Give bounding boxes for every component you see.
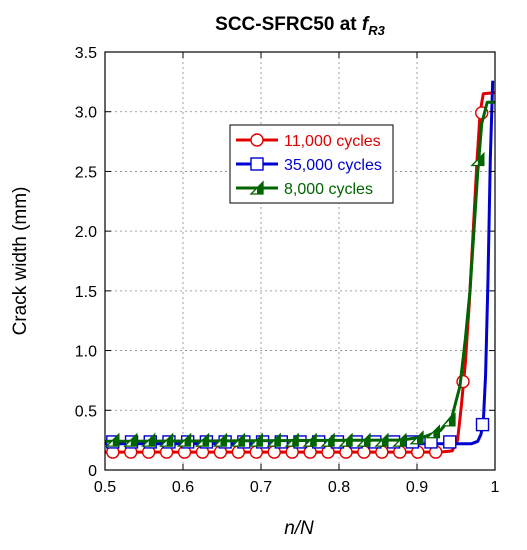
series-marker bbox=[123, 432, 138, 447]
series-marker-fill bbox=[381, 434, 388, 447]
series-marker-fill bbox=[448, 413, 455, 426]
series-marker-fill bbox=[184, 434, 191, 447]
series-marker bbox=[392, 432, 407, 447]
y-tick-label: 2.0 bbox=[75, 224, 97, 241]
x-tick-label: 0.8 bbox=[328, 479, 350, 496]
series-marker-fill bbox=[202, 434, 209, 447]
y-tick-label: 3.0 bbox=[75, 105, 97, 122]
series-marker bbox=[470, 151, 485, 167]
y-tick-label: 0.5 bbox=[75, 403, 97, 420]
series-marker-fill bbox=[220, 434, 227, 447]
x-tick-label: 0.6 bbox=[172, 479, 194, 496]
x-tick-label: 0.9 bbox=[406, 479, 428, 496]
series-marker bbox=[212, 432, 228, 447]
series-marker-fill bbox=[346, 434, 353, 447]
series-marker bbox=[320, 432, 335, 447]
legend-entry: 11,000 cycles bbox=[236, 133, 381, 150]
y-tick-label: 3.5 bbox=[75, 45, 97, 62]
series-marker-fill bbox=[256, 434, 263, 447]
legend-marker bbox=[250, 157, 264, 171]
series-marker bbox=[159, 432, 174, 447]
series-marker-fill bbox=[148, 434, 155, 447]
x-tick-label: 0.5 bbox=[94, 479, 116, 496]
series-marker-fill bbox=[238, 434, 245, 447]
series-marker bbox=[248, 432, 263, 447]
legend-marker bbox=[250, 133, 264, 147]
y-axis-label: Crack width (mm) bbox=[10, 187, 31, 336]
series-marker bbox=[284, 432, 299, 447]
series-marker-fill bbox=[363, 434, 370, 447]
series-marker bbox=[302, 432, 317, 447]
series-marker-fill bbox=[166, 434, 173, 447]
x-tick-label: 1 bbox=[491, 479, 500, 496]
series-marker-fill bbox=[328, 434, 335, 447]
series-marker-fill bbox=[130, 434, 137, 447]
legend-label: 11,000 cycles bbox=[284, 133, 381, 150]
series-marker-fill bbox=[399, 434, 406, 447]
series-marker bbox=[105, 432, 120, 447]
series-marker bbox=[374, 432, 389, 447]
legend-label: 8,000 cycles bbox=[284, 181, 373, 198]
series-marker bbox=[141, 432, 156, 447]
series-marker bbox=[230, 432, 246, 447]
chart-title: SCC-SFRC50 at fR3 bbox=[215, 14, 385, 38]
legend-entry: 35,000 cycles bbox=[236, 157, 382, 174]
series-marker-fill bbox=[433, 425, 440, 438]
series-marker bbox=[266, 432, 281, 447]
series-marker bbox=[194, 432, 210, 447]
series-marker bbox=[425, 424, 441, 439]
y-tick-label: 1.0 bbox=[75, 344, 97, 361]
series-marker-fill bbox=[477, 153, 484, 166]
series-3 bbox=[104, 100, 495, 447]
legend-entry: 8,000 cycles bbox=[236, 180, 373, 198]
y-tick-label: 1.5 bbox=[75, 284, 97, 301]
series-marker-fill bbox=[112, 434, 119, 447]
series-marker bbox=[338, 432, 353, 447]
series-marker bbox=[475, 417, 490, 432]
series-marker-fill bbox=[417, 431, 423, 444]
grid bbox=[105, 52, 495, 470]
series-marker bbox=[443, 435, 457, 449]
series-marker-fill bbox=[274, 434, 281, 447]
x-tick-label: 0.7 bbox=[250, 479, 272, 496]
y-tick-label: 0 bbox=[88, 463, 97, 480]
legend: 11,000 cycles 35,000 cycles 8,000 cycles bbox=[229, 124, 394, 204]
series-marker-fill bbox=[292, 434, 299, 447]
series-marker bbox=[441, 412, 456, 427]
series-layer bbox=[104, 80, 496, 459]
series-marker-fill bbox=[310, 434, 317, 447]
series-marker bbox=[409, 430, 424, 445]
plot-frame bbox=[104, 51, 496, 471]
legend-entries: 11,000 cycles 35,000 cycles 8,000 cycles bbox=[236, 133, 382, 198]
y-tick-label: 2.5 bbox=[75, 164, 97, 181]
legend-marker bbox=[249, 180, 264, 195]
legend-label: 35,000 cycles bbox=[284, 157, 382, 174]
series-marker bbox=[356, 432, 371, 447]
series-marker bbox=[176, 432, 192, 447]
x-axis-label: n/N bbox=[284, 518, 314, 539]
legend-marker-fill bbox=[257, 182, 263, 194]
ticks: 0.5 0.6 0.7 0.8 0.9 100.51.01.52.02.53.03.5 bbox=[75, 45, 500, 496]
series-line bbox=[104, 100, 495, 443]
